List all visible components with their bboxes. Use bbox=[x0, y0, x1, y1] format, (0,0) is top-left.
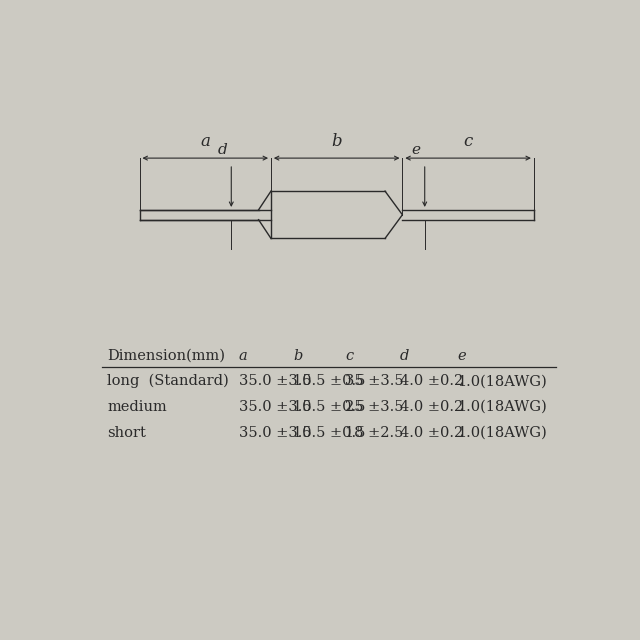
Text: 1.0(18AWG): 1.0(18AWG) bbox=[457, 426, 547, 440]
Text: d: d bbox=[400, 349, 410, 363]
Text: 4.0 ±0.2: 4.0 ±0.2 bbox=[400, 426, 463, 440]
Text: d: d bbox=[218, 143, 227, 157]
Text: e: e bbox=[412, 143, 420, 157]
Text: 18 ±2.5: 18 ±2.5 bbox=[346, 426, 404, 440]
Text: 10.5 ±0.5: 10.5 ±0.5 bbox=[293, 374, 365, 388]
Text: medium: medium bbox=[108, 400, 167, 414]
Text: 25 ±3.5: 25 ±3.5 bbox=[346, 400, 404, 414]
Text: 4.0 ±0.2: 4.0 ±0.2 bbox=[400, 400, 463, 414]
Text: 10.5 ±0.5: 10.5 ±0.5 bbox=[293, 426, 365, 440]
Text: 35 ±3.5: 35 ±3.5 bbox=[346, 374, 404, 388]
Text: 1.0(18AWG): 1.0(18AWG) bbox=[457, 400, 547, 414]
Text: c: c bbox=[346, 349, 354, 363]
Text: 1.0(18AWG): 1.0(18AWG) bbox=[457, 374, 547, 388]
Text: 4.0 ±0.2: 4.0 ±0.2 bbox=[400, 374, 463, 388]
Text: b: b bbox=[332, 132, 342, 150]
Text: short: short bbox=[108, 426, 146, 440]
Text: 35.0 ±3.5: 35.0 ±3.5 bbox=[239, 426, 311, 440]
Text: b: b bbox=[293, 349, 303, 363]
Text: long  (Standard): long (Standard) bbox=[108, 374, 229, 388]
Text: a: a bbox=[200, 132, 210, 150]
Text: e: e bbox=[457, 349, 465, 363]
Text: 35.0 ±3.5: 35.0 ±3.5 bbox=[239, 374, 311, 388]
Text: c: c bbox=[463, 132, 473, 150]
Text: a: a bbox=[239, 349, 248, 363]
Text: 35.0 ±3.5: 35.0 ±3.5 bbox=[239, 400, 311, 414]
Text: 10.5 ±0.5: 10.5 ±0.5 bbox=[293, 400, 365, 414]
Text: Dimension(mm): Dimension(mm) bbox=[108, 349, 225, 363]
